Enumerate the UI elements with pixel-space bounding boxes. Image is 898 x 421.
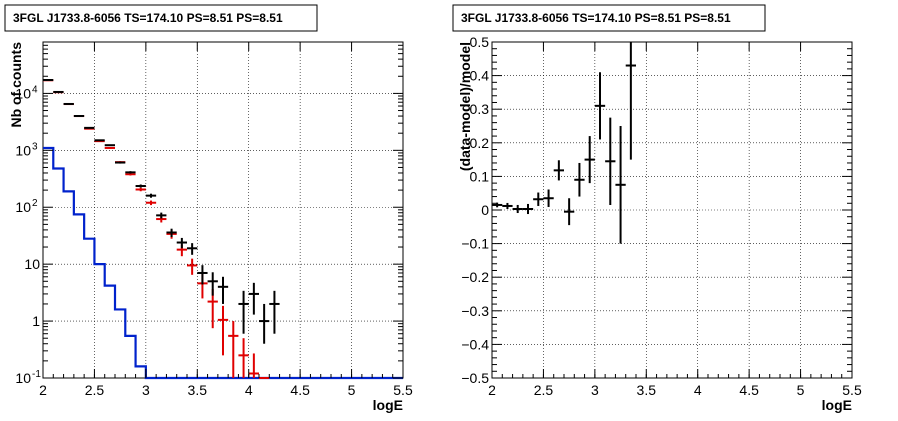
residuals-x-tick-label: 2: [488, 382, 496, 398]
residuals-y-tick-label: −0.1: [461, 236, 489, 252]
counts-y-tick-exponent: 2: [32, 198, 38, 209]
counts-y-tick-label: 10: [15, 370, 31, 386]
counts-x-tick-label: 4: [245, 382, 253, 398]
counts-chart-title: 3FGL J1733.8-6056 TS=174.10 PS=8.51 PS=8…: [13, 11, 283, 25]
counts-y-tick-label: 10: [24, 256, 40, 272]
counts-x-tick-label: 5: [348, 382, 356, 398]
counts-grid: [43, 42, 403, 378]
background-model-step-line: [43, 146, 403, 380]
residuals-y-tick-label: −0.2: [461, 269, 489, 285]
counts-y-tick-label: 10: [15, 85, 31, 101]
residuals-x-tick-label: 3: [591, 382, 599, 398]
residuals-y-tick-label: 0.2: [470, 135, 490, 151]
counts-series: [43, 78, 403, 380]
counts-x-tick-label: 3: [142, 382, 150, 398]
counts-x-tick-label: 2: [39, 382, 47, 398]
residuals-y-tick-label: 0: [481, 202, 489, 218]
counts-y-tick-exponent: 3: [32, 141, 38, 152]
residuals-y-tick-label: 0.5: [470, 34, 490, 50]
residuals-y-tick-label: 0.3: [470, 101, 490, 117]
residuals-axes: 2 2.5 3 3.5 4 4.5 5 5.5 −0.5 −0.4 −0.3 −0.2 −0.1 0 0.1…: [461, 34, 862, 398]
residuals-grid: [492, 42, 852, 378]
residuals-x-tick-label: 3.5: [637, 382, 657, 398]
counts-x-axis-label: logE: [373, 397, 403, 413]
counts-x-tick-label: 2.5: [85, 382, 105, 398]
residuals-x-tick-label: 4: [694, 382, 702, 398]
counts-x-tick-label: 5.5: [393, 382, 413, 398]
residuals-series: [492, 42, 636, 244]
residuals-chart-title: 3FGL J1733.8-6056 TS=174.10 PS=8.51 PS=8…: [461, 11, 731, 25]
residuals-x-tick-label: 5.5: [842, 382, 862, 398]
residuals-title-box: [452, 4, 766, 32]
residuals-y-tick-label: 0.1: [470, 168, 490, 184]
residuals-y-tick-label: −0.3: [461, 303, 489, 319]
residuals-x-tick-label: 4.5: [739, 382, 759, 398]
counts-x-tick-label: 4.5: [290, 382, 310, 398]
counts-y-tick-label: 10: [15, 199, 31, 215]
residuals-panel: 2 2.5 3 3.5 4 4.5 5 5.5 −0.5 −0.4 −0.3 −0.2 −0.1 0 0.1…: [452, 4, 862, 413]
counts-y-axis-label: Nb of counts: [8, 42, 24, 128]
residuals-x-axis-label: logE: [822, 397, 852, 413]
residuals-x-tick-label: 5: [797, 382, 805, 398]
counts-y-tick-exponent: -1: [32, 369, 41, 380]
residuals-y-axis-label: (data-model)/model: [457, 42, 473, 171]
counts-y-tick-label: 1: [32, 313, 40, 329]
residuals-y-tick-label: −0.4: [461, 336, 489, 352]
residuals-y-tick-label: 0.4: [470, 68, 490, 84]
residuals-x-tick-label: 2.5: [534, 382, 554, 398]
residuals-y-tick-label: −0.5: [461, 370, 489, 386]
counts-x-tick-label: 3.5: [188, 382, 208, 398]
counts-y-tick-exponent: 4: [32, 84, 38, 95]
counts-title-box: [4, 4, 318, 32]
counts-y-tick-label: 10: [15, 142, 31, 158]
